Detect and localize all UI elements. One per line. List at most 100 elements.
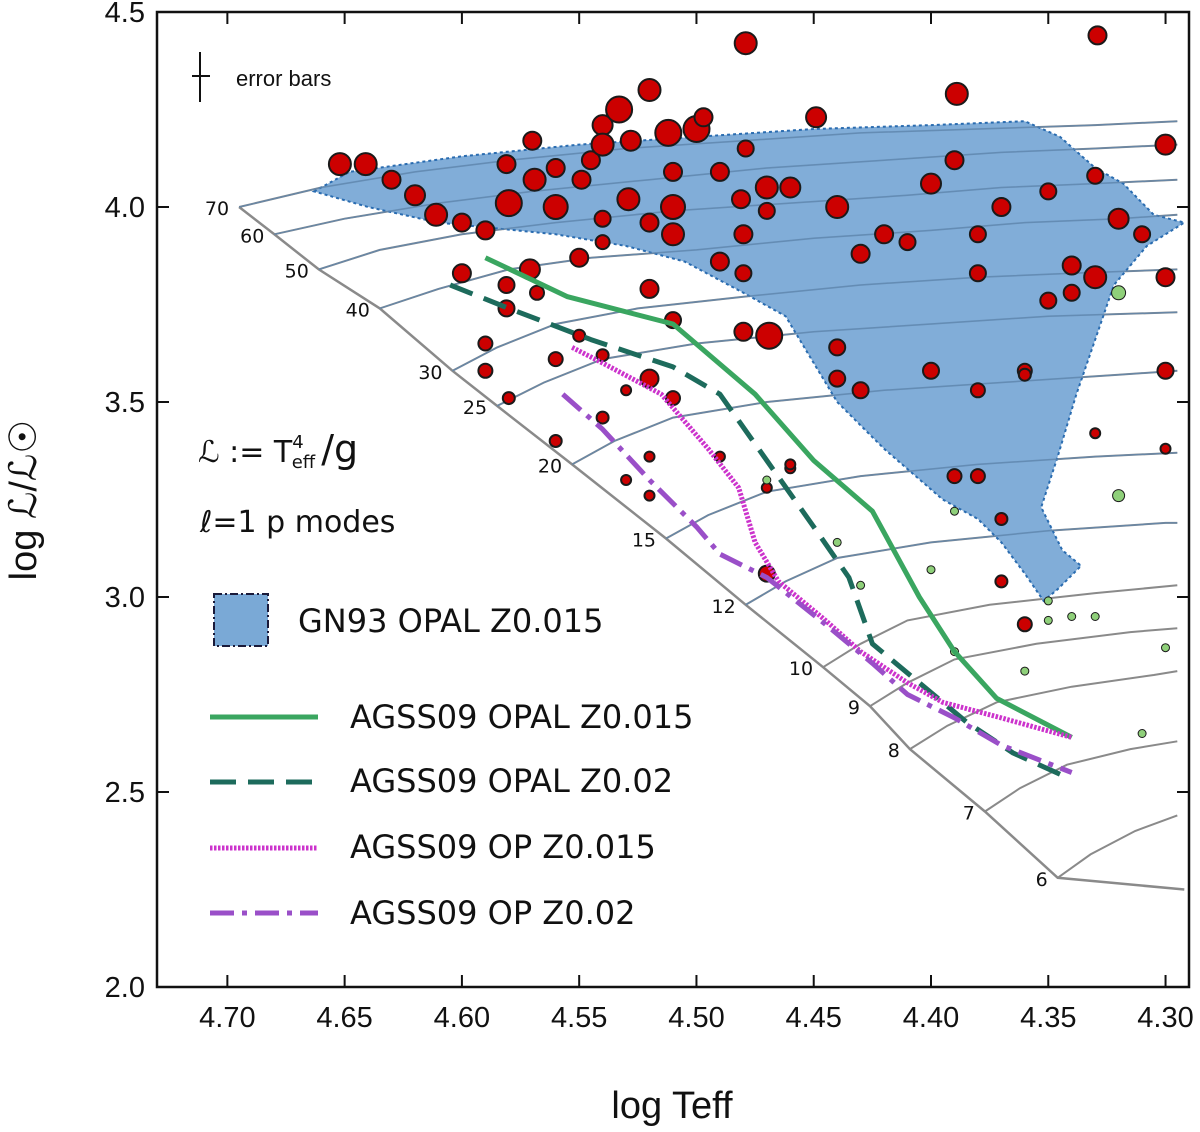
green-star-12 [762, 475, 772, 485]
star-8 [522, 130, 543, 151]
star-31 [571, 169, 592, 190]
star-49 [757, 201, 776, 220]
x-tick-label-3: 4.55 [551, 1002, 607, 1034]
series-line-1 [449, 282, 1066, 779]
star-21 [944, 81, 969, 106]
star-47 [734, 264, 753, 283]
star-23 [451, 263, 472, 284]
green-star-0 [1111, 285, 1127, 301]
mass-label-6: 20 [538, 455, 562, 477]
star-102 [548, 434, 563, 448]
definition-sup: 4 [292, 432, 303, 453]
star-27 [529, 284, 545, 301]
star-32 [590, 132, 615, 157]
green-star-5 [1043, 615, 1053, 625]
gn93-region [311, 120, 1187, 603]
star-61 [1039, 291, 1058, 310]
star-53 [874, 224, 895, 245]
green-star-4 [1043, 596, 1053, 606]
star-54 [898, 233, 917, 252]
star-51 [825, 195, 850, 219]
track-12 [984, 740, 1178, 813]
star-22 [1087, 25, 1108, 46]
star-5 [451, 212, 472, 233]
legend-label-opal-z002: AGSS09 OPAL Z0.02 [350, 762, 673, 800]
series-line-3 [561, 392, 1073, 775]
stars-layer [327, 25, 1177, 738]
x-tick-label-4: 4.50 [668, 1002, 724, 1034]
y-tick-label-4: 4.0 [105, 192, 145, 224]
star-73 [828, 369, 847, 388]
star-4 [424, 202, 449, 227]
star-45 [731, 189, 751, 210]
star-50 [779, 176, 802, 199]
star-39 [660, 194, 686, 220]
region-track-6 [571, 370, 1178, 466]
star-34 [593, 209, 612, 228]
star-19 [733, 31, 758, 56]
region-track-3 [379, 214, 1178, 310]
legend-label-region: GN93 OPAL Z0.015 [298, 602, 603, 640]
green-star-8 [1020, 666, 1030, 676]
star-40 [661, 222, 685, 247]
star-10 [580, 150, 601, 171]
green-star-14 [1137, 729, 1147, 738]
y-tick-label-2: 3.0 [105, 582, 145, 614]
star-69 [1155, 267, 1176, 288]
star-1 [353, 152, 378, 177]
x-tick-label-5: 4.45 [785, 1002, 841, 1034]
green-star-1 [1112, 489, 1126, 503]
x-tick-label-8: 4.30 [1137, 1002, 1193, 1034]
star-62 [1061, 255, 1082, 276]
star-97 [665, 390, 681, 407]
star-55 [920, 172, 942, 195]
star-43 [709, 251, 730, 272]
region-track-8 [745, 522, 1178, 606]
star-6 [475, 220, 496, 241]
legend: error bars ℒ := T4 eff/g ℓ=1 p modes GN93… [192, 52, 694, 932]
mass-label-12: 7 [963, 803, 975, 825]
x-tick-label-6: 4.40 [903, 1002, 959, 1034]
plot-frame [155, 10, 1191, 989]
y-tick-label-3: 3.5 [105, 387, 145, 419]
x-tick-label-1: 4.65 [316, 1002, 372, 1034]
star-2 [381, 169, 402, 190]
mass-label-1: 60 [240, 225, 264, 247]
legend-label-op-z0015: AGSS09 OP Z0.015 [350, 828, 656, 866]
mass-label-11: 8 [888, 740, 900, 762]
star-13 [619, 129, 642, 152]
star-7 [496, 154, 517, 175]
legend-label-op-z002: AGSS09 OP Z0.02 [350, 894, 635, 932]
region-track-7 [665, 451, 1178, 540]
star-104 [477, 362, 494, 379]
definition-suffix: /g [321, 427, 358, 471]
legend-label-opal-z0015: AGSS09 OPAL Z0.015 [350, 698, 694, 736]
series-line-2 [570, 345, 1073, 740]
star-60 [1039, 182, 1058, 201]
mass-label-10: 9 [848, 697, 860, 719]
star-83 [969, 468, 986, 485]
star-105 [501, 391, 516, 406]
track-13 [1057, 814, 1178, 879]
region-track-0 [238, 120, 1178, 208]
mass-label-9: 10 [789, 658, 813, 680]
x-axis-title: log Teff [611, 1085, 733, 1127]
star-82 [946, 468, 963, 485]
region-track-4 [452, 268, 1178, 372]
star-20 [805, 106, 828, 129]
star-14 [637, 78, 662, 102]
star-103 [477, 335, 494, 352]
green-star-10 [832, 537, 842, 547]
star-67 [1133, 225, 1152, 244]
star-52 [850, 243, 871, 264]
star-90 [784, 458, 797, 471]
star-56 [944, 150, 965, 171]
star-63 [1062, 283, 1081, 302]
star-78 [1017, 367, 1032, 382]
star-16 [663, 161, 683, 182]
y-tick-label-1: 2.5 [105, 777, 145, 809]
mass-label-8: 12 [712, 596, 736, 618]
star-72 [828, 338, 847, 357]
star-79 [1156, 361, 1175, 380]
star-18 [693, 107, 714, 128]
